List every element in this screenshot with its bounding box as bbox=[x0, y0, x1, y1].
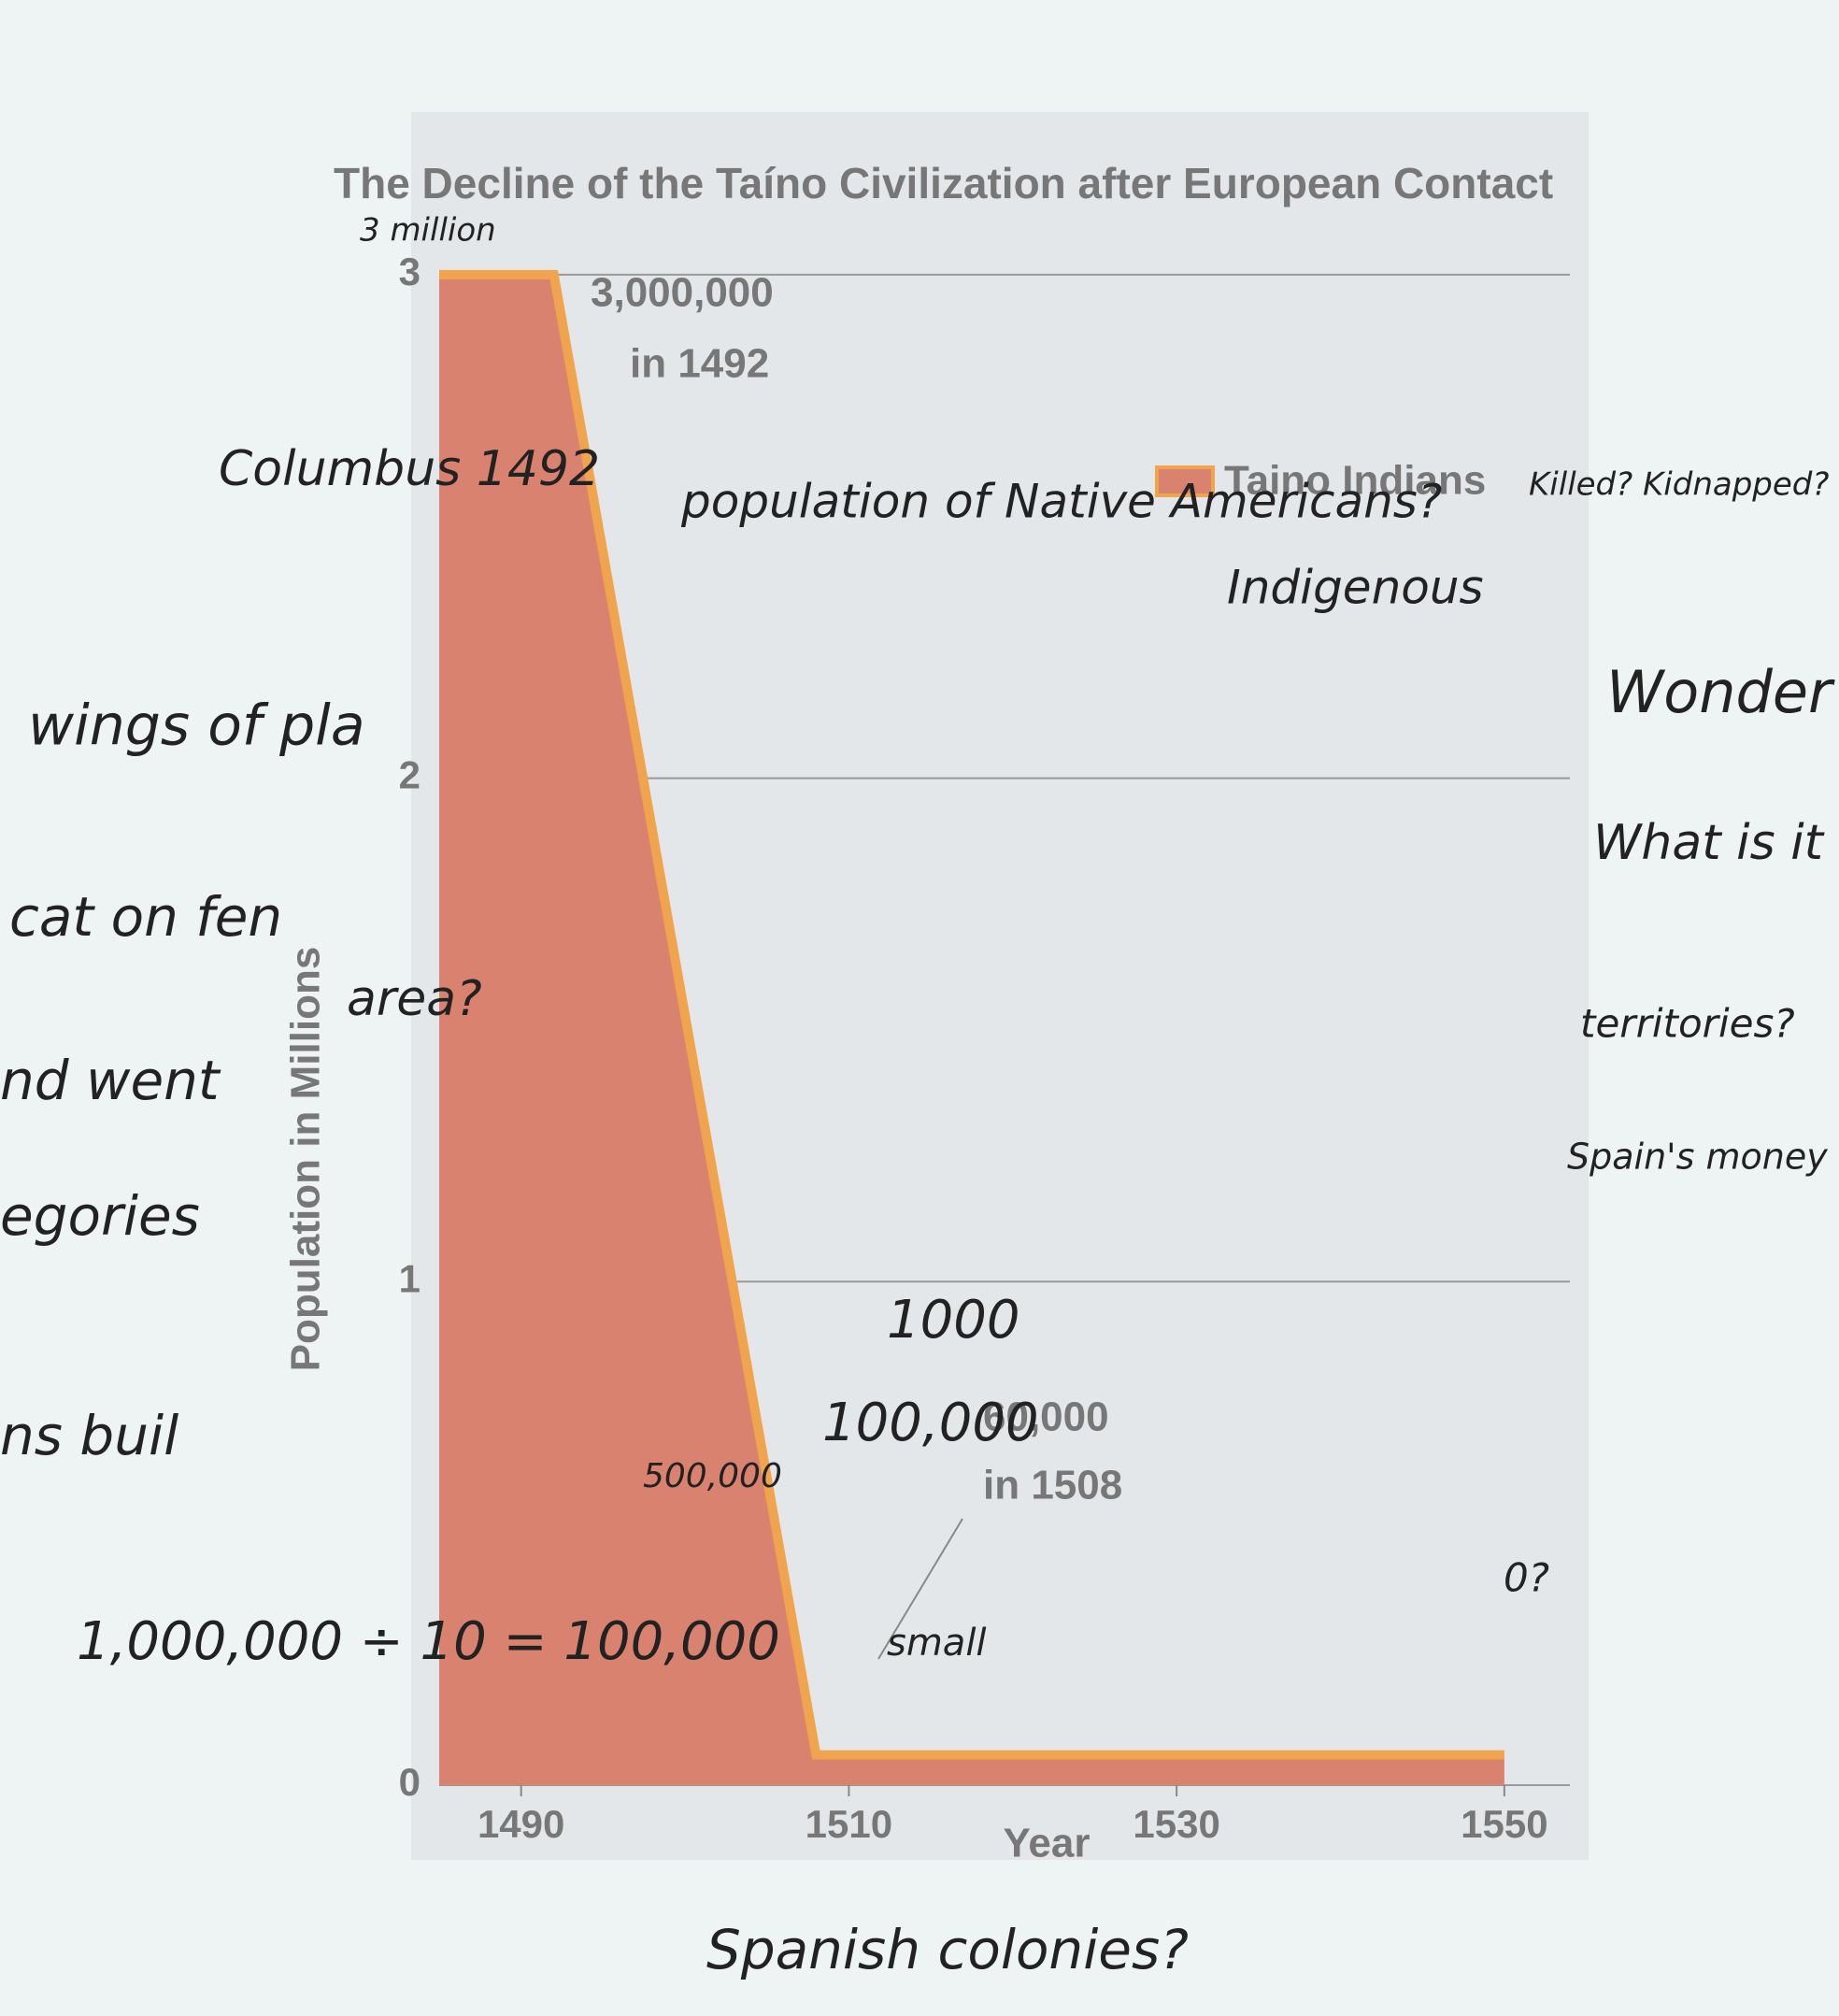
annotation: in 1492 bbox=[630, 341, 769, 387]
handwritten-note: area? bbox=[347, 971, 482, 1027]
handwritten-note: ns buil bbox=[0, 1404, 178, 1467]
legend-swatch bbox=[1155, 465, 1215, 497]
chart-title: The Decline of the Taíno Civilization af… bbox=[334, 159, 1553, 207]
handwritten-note: nd went bbox=[0, 1049, 221, 1112]
handwritten-note: egories bbox=[0, 1184, 200, 1248]
handwritten-note: 0? bbox=[1504, 1555, 1549, 1601]
annotation: 3,000,000 bbox=[591, 270, 774, 316]
handwritten-note: Indigenous bbox=[1227, 561, 1484, 615]
handwritten-note: territories? bbox=[1580, 1001, 1795, 1047]
handwritten-note: wings of pla bbox=[28, 693, 365, 759]
handwritten-note: Wonder bbox=[1606, 658, 1835, 726]
annotation: in 1508 bbox=[983, 1463, 1122, 1508]
y-axis-label: Population in Millions bbox=[283, 947, 329, 1372]
handwritten-note: 100,000 bbox=[822, 1393, 1039, 1453]
handwritten-note: 3 million bbox=[360, 212, 496, 250]
handwritten-note: cat on fen bbox=[9, 885, 282, 949]
x-tick-label: 1510 bbox=[805, 1802, 892, 1846]
y-tick-label: 1 bbox=[399, 1256, 421, 1300]
handwritten-note: What is it about? bbox=[1593, 815, 1839, 871]
handwritten-note: Columbus 1492 bbox=[219, 441, 600, 497]
handwritten-note: Spain's money going down bbox=[1567, 1137, 1839, 1178]
handwritten-note: population of Native Americans? bbox=[680, 475, 1442, 529]
x-tick-label: 1530 bbox=[1133, 1802, 1219, 1846]
area bbox=[439, 274, 1504, 1785]
handwritten-note: 1,000,000 ÷ 10 = 100,000 bbox=[77, 1611, 780, 1672]
area-line bbox=[439, 269, 1504, 1760]
handwritten-note: Spanish colonies? bbox=[706, 1918, 1189, 1981]
legend-label: Taino Indians bbox=[1224, 458, 1486, 504]
y-tick-label: 2 bbox=[399, 753, 421, 797]
handwritten-note: Killed? Kidnapped? bbox=[1529, 466, 1829, 504]
annotation: 60,000 bbox=[983, 1394, 1109, 1440]
handwritten-note: 1000 bbox=[887, 1290, 1020, 1351]
x-axis-label: Year bbox=[1004, 1821, 1091, 1866]
annotation-leader bbox=[877, 1518, 963, 1660]
x-tick-label: 1490 bbox=[478, 1802, 564, 1846]
y-tick-label: 0 bbox=[399, 1760, 421, 1804]
handwritten-note: 500,000 bbox=[643, 1457, 782, 1495]
handwritten-note: small bbox=[887, 1622, 987, 1665]
x-tick-label: 1550 bbox=[1461, 1802, 1547, 1846]
y-tick-label: 3 bbox=[399, 250, 421, 293]
